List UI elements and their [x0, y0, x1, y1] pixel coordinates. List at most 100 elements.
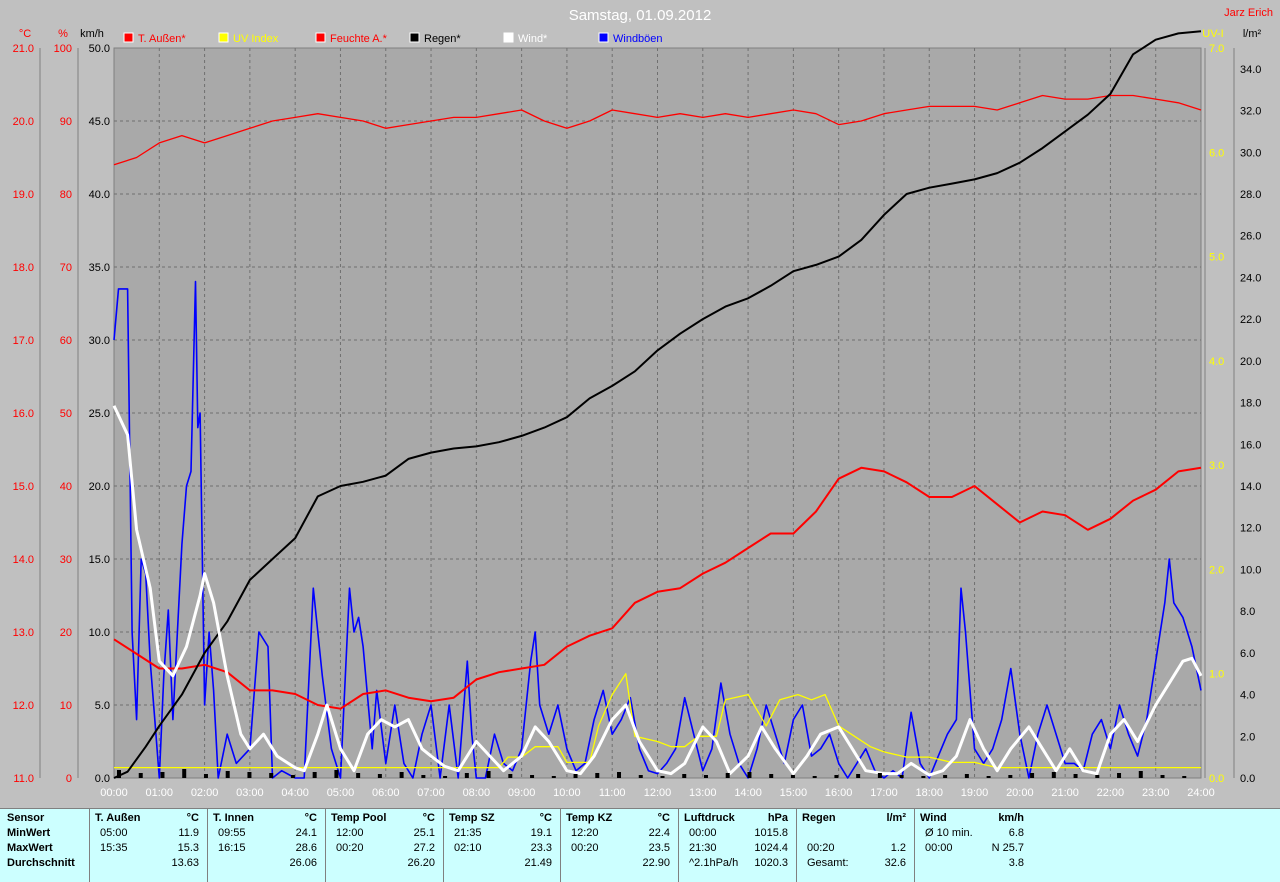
legend-label: Wind*	[518, 33, 548, 45]
humidity-tick-label: 90	[60, 116, 72, 128]
temp-tick-label: 21.0	[13, 43, 34, 55]
rain-bar	[399, 772, 404, 778]
stats-avg-value: 13.63	[171, 857, 199, 869]
rain-bar	[117, 770, 121, 778]
x-tick-label: 05:00	[327, 787, 355, 799]
x-tick-label: 11:00	[599, 787, 626, 799]
uv-tick-label: 2.0	[1209, 564, 1224, 576]
stats-row-avg: 13.63	[90, 857, 207, 872]
x-tick-label: 20:00	[1006, 787, 1034, 799]
wind-tick-label: 0.0	[95, 773, 110, 785]
stats-block-unit: °C	[657, 812, 670, 824]
stats-max-time: 00:20	[807, 842, 835, 854]
stats-min-value: 22.4	[648, 827, 670, 839]
legend-label: UV Index	[233, 33, 279, 45]
stats-avg-value: 1020.3	[754, 857, 788, 869]
stats-row-max: 00:20 23.5	[561, 842, 678, 857]
x-tick-label: 09:00	[508, 787, 536, 799]
rain-bar	[225, 771, 230, 778]
x-tick-label: 04:00	[281, 787, 309, 799]
rain-bar	[508, 774, 513, 778]
stats-block-header: Luftdruck hPa	[679, 812, 796, 827]
stats-max-time: 00:20	[336, 842, 364, 854]
temp-unit-label: °C	[19, 28, 31, 40]
rain-bar	[1160, 775, 1165, 778]
stats-max-time: 00:20	[571, 842, 599, 854]
stats-row-min: 00:00 1015.8	[679, 827, 796, 842]
stats-block-unit: °C	[304, 812, 317, 824]
stats-row-label: Sensor	[0, 812, 89, 827]
humidity-unit-label: %	[58, 28, 68, 40]
humidity-tick-label: 10	[60, 700, 72, 712]
wind-tick-label: 45.0	[89, 116, 110, 128]
uv-tick-label: 5.0	[1209, 252, 1224, 264]
rain-bar	[334, 770, 339, 778]
stats-label-max: MaxWert	[7, 842, 53, 854]
rain-bar	[964, 774, 969, 778]
stats-block: Temp KZ °C 12:20 22.4 00:20 23.5 22.90	[561, 809, 679, 882]
stats-row-label: Durchschnitt	[0, 857, 89, 872]
wind-tick-label: 40.0	[89, 189, 110, 201]
uv-tick-label: 3.0	[1209, 460, 1224, 472]
temp-tick-label: 11.0	[13, 773, 34, 785]
x-tick-label: 21:00	[1051, 787, 1079, 799]
stats-block-header: Temp SZ °C	[444, 812, 560, 827]
humidity-tick-label: 80	[60, 189, 72, 201]
legend-label: Feuchte A.*	[330, 33, 388, 45]
stats-block-header: Wind km/h	[915, 812, 1032, 827]
stats-min-value: 24.1	[295, 827, 317, 839]
temp-tick-label: 20.0	[13, 116, 34, 128]
rain-bar	[551, 776, 556, 778]
stats-row-max: 16:15 28.6	[208, 842, 325, 857]
wind-tick-label: 20.0	[89, 481, 110, 493]
stats-row-max: 02:10 23.3	[444, 842, 560, 857]
wind-tick-label: 30.0	[89, 335, 110, 347]
stats-avg-value: 32.6	[884, 857, 906, 869]
rain-bar	[877, 773, 882, 778]
rain-bar	[356, 773, 361, 778]
rain-bar	[595, 773, 600, 778]
x-tick-label: 14:00	[734, 787, 762, 799]
stats-avg-value: 22.90	[642, 857, 670, 869]
stats-row-avg: 26.06	[208, 857, 325, 872]
stats-block: Temp Pool °C 12:00 25.1 00:20 27.2 26.20	[326, 809, 444, 882]
rain-tick-label: 30.0	[1240, 147, 1261, 159]
legend-item: Wind*	[503, 32, 548, 45]
x-tick-label: 24:00	[1187, 787, 1215, 799]
humidity-tick-label: 20	[60, 627, 72, 639]
rain-tick-label: 0.0	[1240, 773, 1255, 785]
stats-block-title: T. Innen	[213, 812, 254, 824]
stats-block-title: Temp SZ	[449, 812, 495, 824]
temp-tick-label: 15.0	[13, 481, 34, 493]
stats-row-min: Ø 10 min. 6.8	[915, 827, 1032, 842]
x-tick-label: 02:00	[191, 787, 219, 799]
stats-block: Wind km/h Ø 10 min. 6.8 00:00 N 25.7 3.8	[915, 809, 1032, 882]
stats-block-unit: °C	[539, 812, 552, 824]
rain-bar	[703, 775, 708, 778]
stats-block: Luftdruck hPa 00:00 1015.8 21:30 1024.4 ^2.1hP…	[679, 809, 797, 882]
wind-tick-label: 10.0	[89, 627, 110, 639]
stats-min-value: 6.8	[1008, 827, 1024, 839]
rain-bar	[138, 773, 143, 778]
stats-avg-value: 3.8	[1008, 857, 1024, 869]
rain-bar	[1117, 773, 1122, 778]
stats-block-unit: hPa	[767, 812, 788, 824]
rain-bar	[1008, 775, 1013, 778]
stats-row-max: 00:20 27.2	[326, 842, 443, 857]
series-line-uv	[114, 673, 1201, 769]
stats-max-value: N 25.7	[991, 842, 1024, 854]
rain-bar	[464, 773, 469, 778]
temp-tick-label: 17.0	[13, 335, 34, 347]
stats-max-value: 28.6	[295, 842, 317, 854]
rain-bar	[1073, 774, 1078, 778]
legend-item: Regen*	[409, 32, 461, 45]
stats-min-value: 11.9	[178, 827, 199, 839]
stats-avg-time: Gesamt:	[807, 857, 849, 869]
stats-block-title: T. Außen	[95, 812, 141, 824]
stats-block-header: T. Innen °C	[208, 812, 325, 827]
weather-chart: 00:00 01:00 02:00 03:00 04:00 05:00 06:00 07:00…	[13, 7, 1273, 799]
legend-swatch	[409, 32, 420, 43]
stats-row-min: 21:35 19.1	[444, 827, 560, 842]
stats-row-min: 05:00 11.9	[90, 827, 207, 842]
rain-tick-label: 20.0	[1240, 356, 1261, 368]
